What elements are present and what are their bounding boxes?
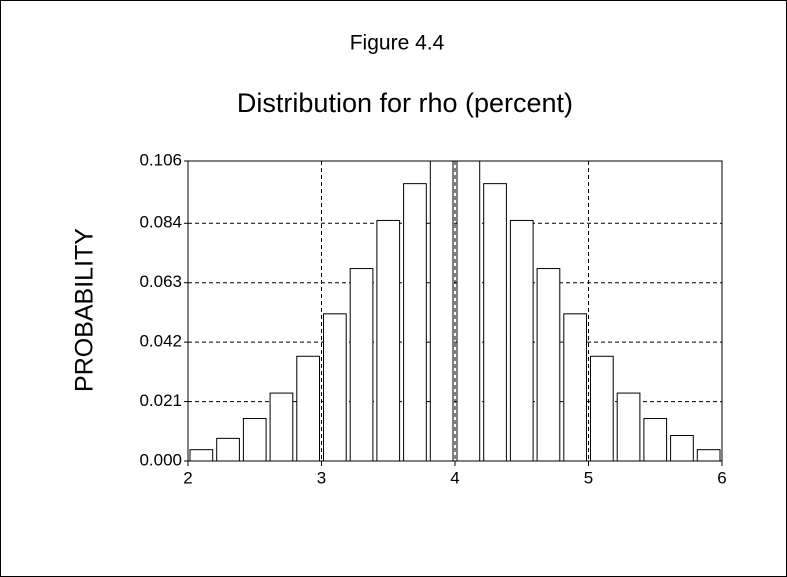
y-tick-label: 0.084 <box>139 213 182 232</box>
bar <box>429 161 454 461</box>
x-tick-label: 6 <box>717 468 726 487</box>
bar <box>563 313 587 461</box>
bar <box>643 418 668 461</box>
bar <box>670 435 694 461</box>
bar <box>509 219 534 461</box>
y-tick-label: 0.106 <box>139 150 182 169</box>
x-tick-label: 2 <box>183 468 192 487</box>
chart-title: Figure 4.4 <box>350 32 445 55</box>
bar <box>616 392 641 461</box>
bar <box>536 268 561 461</box>
bar <box>376 219 401 461</box>
bar <box>456 161 481 461</box>
bar <box>269 392 294 461</box>
bar <box>296 355 320 461</box>
bar <box>696 449 721 461</box>
x-tick-label: 5 <box>584 468 593 487</box>
bars <box>189 161 721 461</box>
y-tick-label: 0.063 <box>139 272 182 291</box>
bar <box>216 437 240 461</box>
x-tick-label: 3 <box>317 468 326 487</box>
y-tick-label: 0.042 <box>139 332 182 351</box>
bar <box>349 268 374 461</box>
y-axis-label: PROBABILITY <box>71 228 99 392</box>
y-tick-label: 0.000 <box>139 450 182 469</box>
bar <box>323 313 347 461</box>
x-tick-label: 4 <box>450 468 459 487</box>
chart-subtitle: Distribution for rho (percent) <box>237 88 573 118</box>
y-tick-label: 0.021 <box>139 391 182 410</box>
bar <box>242 418 267 461</box>
bar <box>189 449 214 461</box>
bar <box>483 183 507 461</box>
bar <box>590 355 614 461</box>
axes: 0.000 0.021 0.042 0.063 0.084 0.106 2 3 4 5 6 <box>139 150 726 487</box>
bar <box>403 183 427 461</box>
